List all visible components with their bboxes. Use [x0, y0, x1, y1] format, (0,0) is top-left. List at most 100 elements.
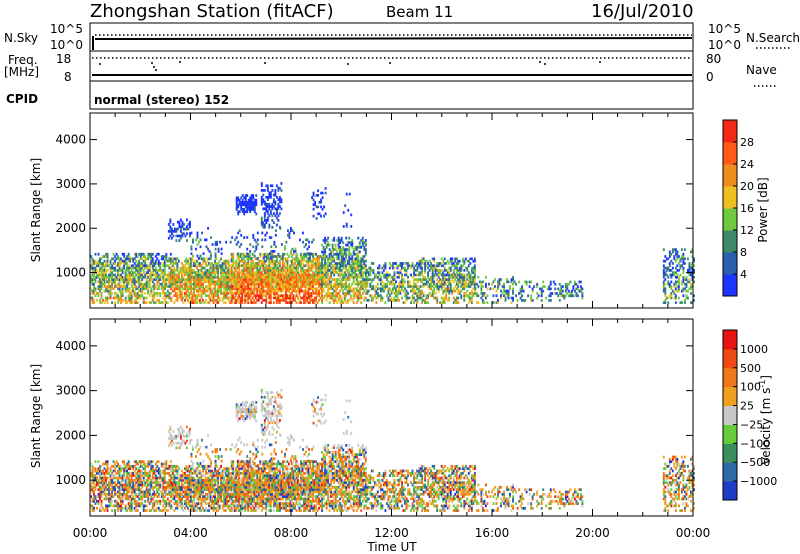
power-cell [454, 264, 457, 268]
power-cell [309, 296, 311, 300]
power-cell [174, 262, 177, 265]
power-cell [262, 289, 265, 293]
power-cell [683, 278, 686, 281]
power-cell [232, 255, 235, 258]
power-cell [183, 264, 186, 268]
power-cell [554, 287, 557, 291]
power-cell [336, 250, 339, 254]
power-cell [182, 282, 185, 286]
power-cell [363, 296, 366, 300]
power-cell [361, 259, 364, 263]
power-cell [245, 292, 248, 295]
power-cell [253, 280, 256, 284]
power-cell [664, 298, 667, 302]
velocity-cell [118, 488, 121, 491]
power-cell [256, 275, 259, 279]
power-cell [351, 298, 354, 302]
power-cell [316, 292, 319, 295]
power-cell [114, 282, 117, 286]
power-cell [340, 257, 343, 261]
power-cell [401, 287, 403, 291]
power-cell [186, 266, 189, 270]
power-cell [182, 227, 185, 231]
power-cell [665, 257, 668, 261]
power-cell [421, 257, 424, 261]
power-cell [112, 269, 115, 272]
power-cell [404, 294, 406, 298]
power-cell [318, 271, 321, 275]
power-cell [346, 301, 349, 304]
power-cell [337, 255, 340, 258]
power-cell [271, 289, 274, 293]
power-cell [460, 285, 463, 288]
power-cell [268, 225, 271, 229]
power-cell [480, 289, 483, 293]
power-cell [300, 256, 303, 260]
power-cell [670, 273, 673, 277]
power-cell [322, 264, 325, 268]
power-cell [445, 273, 448, 277]
power-cell [416, 273, 419, 277]
power-cell [185, 262, 188, 265]
power-cell [321, 269, 324, 272]
power-cell [363, 255, 366, 258]
power-cell [295, 264, 298, 268]
power-cell [244, 301, 247, 304]
power-cell [202, 282, 204, 286]
power-cell [200, 280, 203, 284]
power-cell [339, 252, 342, 256]
power-cell [148, 269, 151, 272]
power-cell [205, 273, 207, 277]
power-cell [120, 278, 123, 281]
power-cell [327, 264, 330, 268]
power-cell [319, 262, 322, 265]
power-cell [481, 292, 484, 295]
power-cell [192, 254, 194, 258]
power-cell [419, 278, 422, 281]
power-cell [358, 269, 361, 272]
power-cell [248, 257, 251, 261]
power-cell [674, 282, 677, 286]
power-cell [683, 282, 686, 286]
power-cell [354, 275, 357, 279]
power-cell [124, 285, 127, 288]
power-cell [451, 278, 454, 281]
power-cell [99, 280, 101, 284]
power-cell [467, 285, 470, 288]
power-cell [405, 273, 408, 277]
power-cell [235, 262, 238, 265]
power-cell [304, 269, 307, 272]
power-cell [226, 282, 229, 286]
power-cell [443, 287, 446, 291]
power-cell [379, 282, 382, 286]
power-cell [419, 292, 422, 295]
power-cell [360, 287, 363, 291]
power-cell [457, 269, 460, 272]
power-cell [197, 287, 200, 291]
power-cell [250, 278, 253, 281]
power-cell [322, 282, 325, 286]
power-cell [253, 273, 256, 277]
power-cell [470, 269, 473, 272]
power-cell [481, 301, 484, 304]
power-cell [277, 282, 280, 286]
power-cell [289, 287, 292, 291]
power-cell [437, 275, 440, 279]
power-cell [200, 285, 203, 288]
power-cell [281, 280, 284, 284]
power-cell [182, 266, 185, 270]
power-cell [197, 273, 200, 277]
power-cell [244, 294, 247, 298]
power-cell [97, 287, 100, 291]
velocity-cell [118, 471, 121, 475]
power-cell [504, 298, 507, 302]
power-cell [264, 233, 267, 237]
power-cell [250, 205, 253, 209]
power-cell [277, 205, 280, 208]
power-cell [211, 294, 214, 298]
power-cell [220, 271, 223, 275]
power-cell [124, 271, 127, 275]
power-cell [413, 282, 416, 286]
power-cell [151, 296, 154, 300]
